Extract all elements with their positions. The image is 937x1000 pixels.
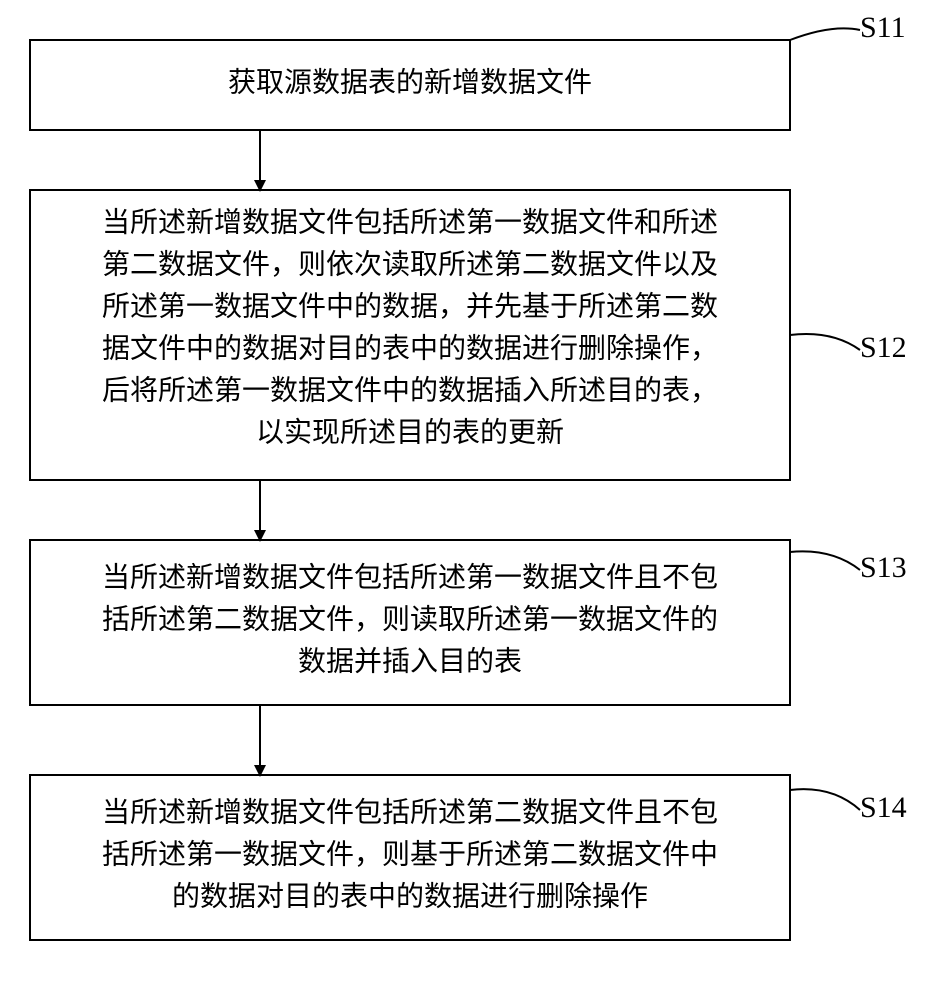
- node-text-line: 括所述第一数据文件，则基于所述第二数据文件中: [102, 838, 718, 870]
- node-text-line: 的数据对目的表中的数据进行删除操作: [172, 880, 648, 912]
- step-label-s13: S13: [860, 551, 907, 584]
- flowchart-canvas: 获取源数据表的新增数据文件 S11 当所述新增数据文件包括所述第一数据文件和所述第二…: [0, 0, 937, 1000]
- callout-curve: [790, 551, 860, 570]
- callout-curve: [790, 334, 860, 350]
- node-text-line: 所述第一数据文件中的数据，并先基于所述第二数: [102, 290, 718, 322]
- flow-node-s11: 获取源数据表的新增数据文件 S11: [30, 11, 906, 130]
- node-text-line: 数据并插入目的表: [298, 645, 522, 677]
- node-text-line: 后将所述第一数据文件中的数据插入所述目的表，: [102, 374, 718, 406]
- node-text-line: 括所述第二数据文件，则读取所述第一数据文件的: [102, 603, 718, 635]
- flow-node-s12: 当所述新增数据文件包括所述第一数据文件和所述第二数据文件，则依次读取所述第二数据…: [30, 190, 907, 480]
- step-label-s12: S12: [860, 331, 907, 364]
- callout-curve: [790, 789, 860, 810]
- node-text-line: 第二数据文件，则依次读取所述第二数据文件以及: [102, 248, 718, 280]
- step-label-s11: S11: [860, 11, 906, 44]
- node-text-line: 当所述新增数据文件包括所述第一数据文件和所述: [102, 206, 718, 238]
- callout-curve: [790, 28, 860, 40]
- node-text-line: 以实现所述目的表的更新: [256, 416, 564, 448]
- flow-node-s14: 当所述新增数据文件包括所述第二数据文件且不包括所述第一数据文件，则基于所述第二数…: [30, 775, 907, 940]
- node-text-line: 获取源数据表的新增数据文件: [228, 66, 592, 98]
- node-text-line: 当所述新增数据文件包括所述第一数据文件且不包: [102, 561, 718, 593]
- step-label-s14: S14: [860, 791, 907, 824]
- node-text-line: 当所述新增数据文件包括所述第二数据文件且不包: [102, 796, 718, 828]
- node-text-line: 据文件中的数据对目的表中的数据进行删除操作，: [102, 332, 718, 364]
- flow-node-s13: 当所述新增数据文件包括所述第一数据文件且不包括所述第二数据文件，则读取所述第一数…: [30, 540, 907, 705]
